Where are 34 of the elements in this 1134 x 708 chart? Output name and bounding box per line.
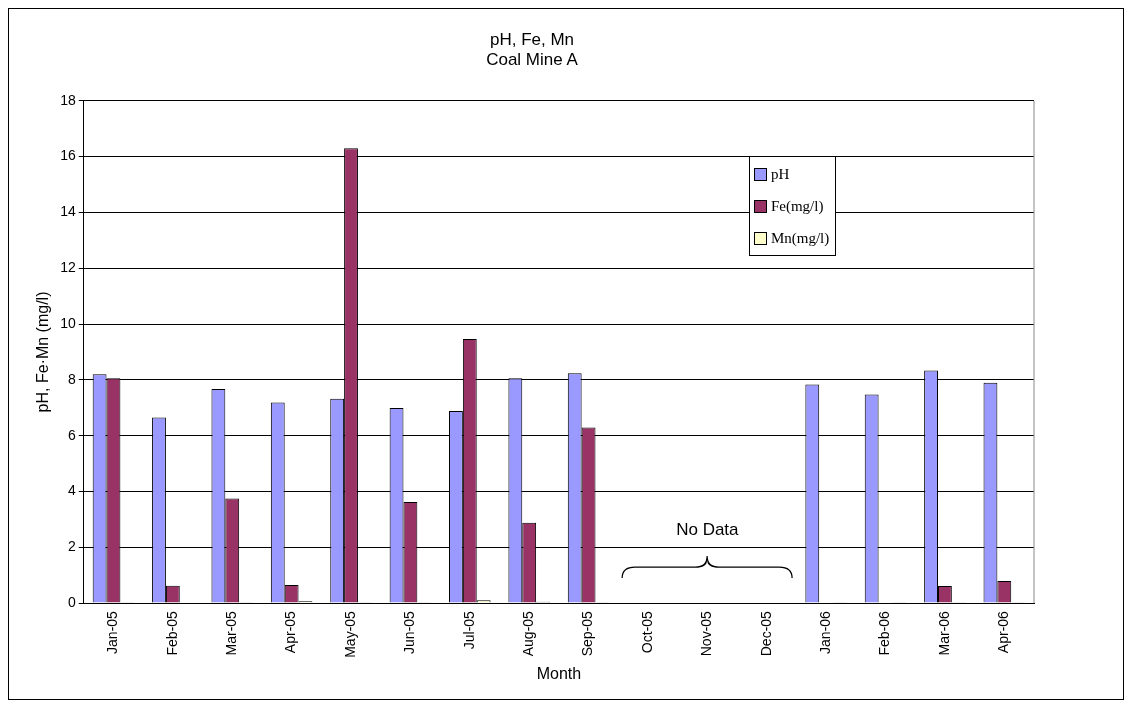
x-tick-label: Jan-05 <box>104 610 121 654</box>
y-tick-label: 8 <box>67 370 76 387</box>
x-tick-label: Jan-06 <box>817 610 833 654</box>
x-axis-title: Month <box>536 664 582 682</box>
legend-label: Fe(mg/l) <box>770 198 824 216</box>
y-tick-label: 4 <box>67 482 76 499</box>
x-tick-label: Jun-05 <box>401 610 418 654</box>
x-tick-label: Nov-05 <box>698 610 715 657</box>
y-tick-label: 0 <box>67 593 76 610</box>
x-tick-label: Apr-05 <box>282 610 299 654</box>
x-tick-label: Sep-05 <box>579 610 596 657</box>
x-tick-label: Aug-05 <box>520 610 537 657</box>
x-tick-label: Oct-05 <box>638 610 655 654</box>
x-tick-label: Jul-05 <box>460 610 477 650</box>
legend-label: Mn(mg/l) <box>770 230 830 248</box>
y-axis-title: pH, Fe·Mn (mg/l) <box>34 291 52 413</box>
x-tick-label: May-05 <box>341 610 358 658</box>
x-tick-label: Apr-06 <box>995 610 1012 654</box>
annotation: No Data <box>676 520 740 540</box>
y-tick-label: 14 <box>60 203 76 220</box>
chart-subtitle: Coal Mine A <box>486 50 579 70</box>
x-tick-label: Mar-06 <box>935 610 952 656</box>
x-tick-label: Feb-05 <box>163 610 180 656</box>
x-tick-label: Dec-05 <box>757 610 774 657</box>
chart-title: pH, Fe, Mn <box>489 29 575 49</box>
y-tick-label: 12 <box>60 259 76 276</box>
y-tick-label: 10 <box>60 314 76 331</box>
x-tick-label: Mar-05 <box>223 610 240 656</box>
y-tick-label: 6 <box>67 426 76 443</box>
y-tick-label: 2 <box>67 538 76 555</box>
y-tick-label: 16 <box>60 147 76 164</box>
legend-label: pH <box>770 166 790 184</box>
y-tick-label: 18 <box>60 91 76 108</box>
x-tick-label: Feb-06 <box>876 610 893 656</box>
